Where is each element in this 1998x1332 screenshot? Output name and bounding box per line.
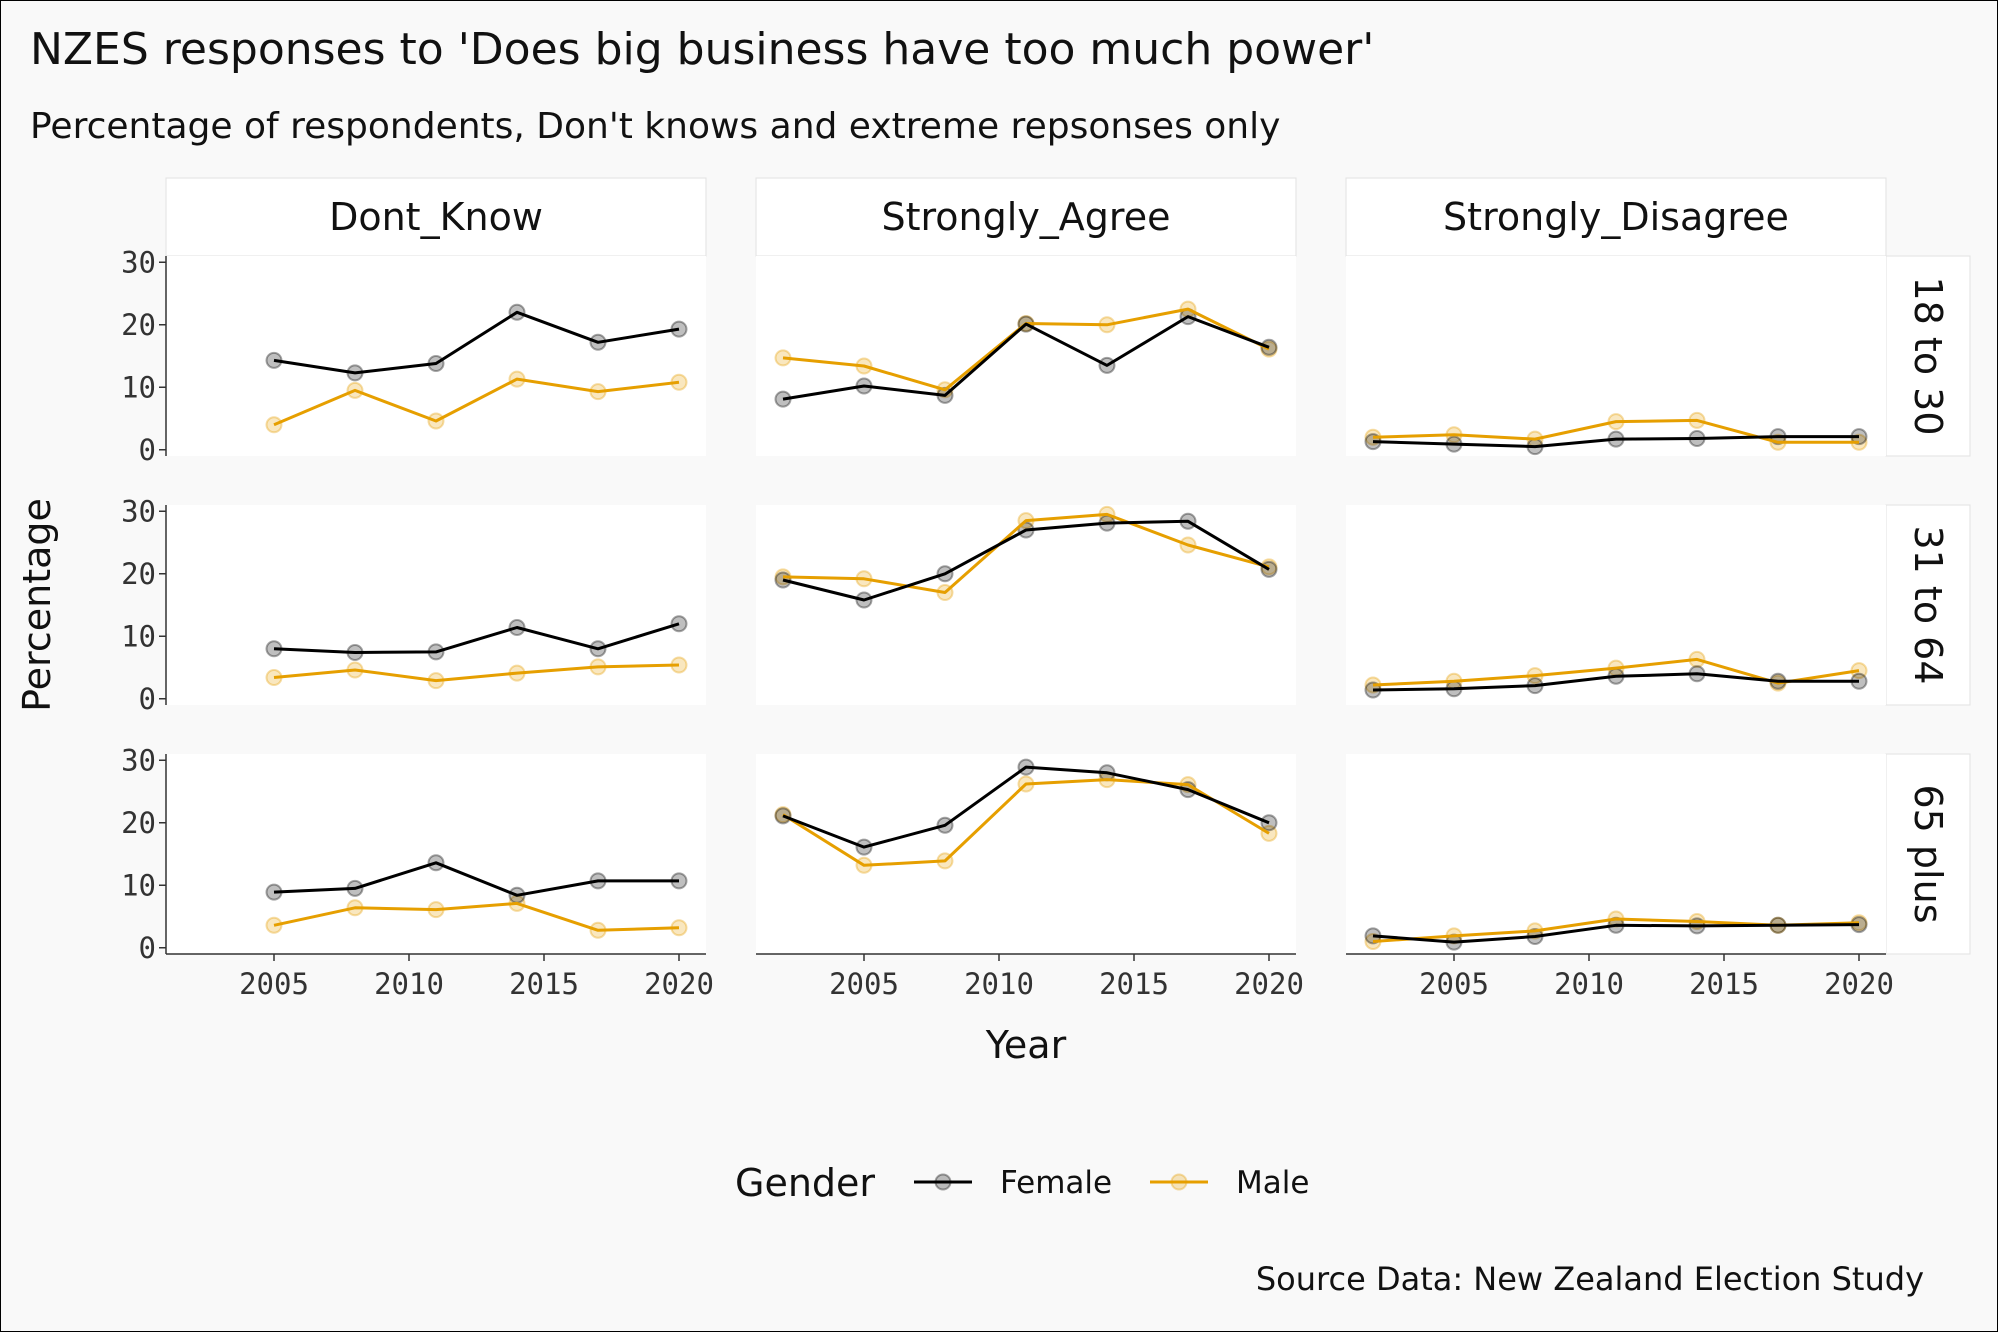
y-axis-title: Percentage <box>15 498 59 712</box>
x-tick-label: 2010 <box>374 967 444 1001</box>
series-line-female-strongly-disagree-65-plus <box>1372 923 1860 944</box>
strip-label-dont-know: Dont_Know <box>329 195 543 239</box>
series-line-male-strongly-disagree-31-to-64 <box>1372 657 1860 687</box>
series-line-male-dont-know-18-to-30 <box>273 377 680 427</box>
strip-65-plus <box>1885 753 1971 955</box>
series-line-male-strongly-disagree-18-to-30 <box>1372 418 1859 444</box>
x-tick-label: 2005 <box>239 967 309 1001</box>
panel-bg-strongly-agree-18-to-30 <box>756 256 1296 456</box>
series-line-female-dont-know-65-plus <box>273 861 679 897</box>
strip-18-to-30 <box>1885 255 1971 457</box>
x-tick-label: 2020 <box>1234 967 1304 1001</box>
chart-title: NZES responses to 'Does big business hav… <box>30 24 1375 75</box>
x-tick-label: 2015 <box>1099 967 1169 1001</box>
y-tick-label: 0 <box>139 931 156 965</box>
strip-label-18-to-30: 18 to 30 <box>1906 276 1950 435</box>
chart-subtitle: Percentage of respondents, Don't knows a… <box>30 106 1281 147</box>
series-line-female-strongly-agree-31-to-64 <box>782 519 1270 602</box>
series-line-male-strongly-agree-65-plus <box>782 778 1270 867</box>
series-line-female-strongly-disagree-31-to-64 <box>1372 672 1859 692</box>
y-tick-label: 20 <box>121 557 156 591</box>
strip-31-to-64 <box>1885 504 1971 706</box>
y-tick-label: 10 <box>121 868 156 902</box>
series-line-female-strongly-disagree-18-to-30 <box>1372 435 1859 449</box>
legend-label-male: Male <box>1236 1165 1309 1201</box>
strip-label-strongly-agree: Strongly_Agree <box>882 195 1171 239</box>
panel-bg-dont-know-31-to-64 <box>166 505 706 705</box>
y-tick-label: 20 <box>121 308 156 342</box>
x-tick-label: 2020 <box>1824 967 1894 1001</box>
y-tick-label: 20 <box>121 806 156 840</box>
panel-bg-strongly-disagree-31-to-64 <box>1346 505 1886 705</box>
y-tick-label: 10 <box>121 619 156 653</box>
x-tick-label: 2020 <box>644 967 714 1001</box>
x-tick-label: 2010 <box>964 967 1034 1001</box>
panel-bg-strongly-agree-31-to-64 <box>756 505 1296 705</box>
series-line-female-dont-know-31-to-64 <box>273 622 680 654</box>
y-tick-label: 30 <box>121 245 156 279</box>
strip-label-65-plus: 65 plus <box>1906 785 1950 924</box>
x-tick-label: 2015 <box>509 967 579 1001</box>
legend-key-point-female <box>934 1173 952 1191</box>
x-axis-title: Year <box>985 1023 1067 1067</box>
series-line-male-dont-know-65-plus <box>273 901 680 932</box>
point-female-dont-know-31-to-64-2020 <box>670 615 688 633</box>
y-tick-label: 0 <box>139 682 156 716</box>
chart-caption: Source Data: New Zealand Election Study <box>1255 1260 1924 1298</box>
y-tick-label: 10 <box>121 370 156 404</box>
panel-bg-dont-know-65-plus <box>166 754 706 954</box>
legend-key-point-male <box>1170 1173 1188 1191</box>
y-tick-label: 30 <box>121 743 156 777</box>
x-tick-label: 2015 <box>1689 967 1759 1001</box>
series-line-female-dont-know-18-to-30 <box>273 310 680 375</box>
series-line-male-dont-know-31-to-64 <box>273 663 680 683</box>
strip-label-31-to-64: 31 to 64 <box>1906 525 1950 684</box>
legend-label-female: Female <box>1000 1165 1112 1201</box>
x-tick-label: 2005 <box>1419 967 1489 1001</box>
y-tick-label: 30 <box>121 494 156 528</box>
series-line-female-strongly-agree-65-plus <box>782 765 1270 849</box>
series-line-male-strongly-agree-31-to-64 <box>782 512 1270 594</box>
x-tick-label: 2010 <box>1554 967 1624 1001</box>
x-tick-label: 2005 <box>829 967 899 1001</box>
strip-label-strongly-disagree: Strongly_Disagree <box>1443 195 1789 239</box>
panel-bg-dont-know-18-to-30 <box>166 256 706 456</box>
series-line-female-strongly-agree-18-to-30 <box>782 315 1270 401</box>
panel-bg-strongly-disagree-65-plus <box>1346 754 1886 954</box>
legend-title: Gender <box>735 1161 875 1205</box>
y-tick-label: 0 <box>139 433 156 467</box>
